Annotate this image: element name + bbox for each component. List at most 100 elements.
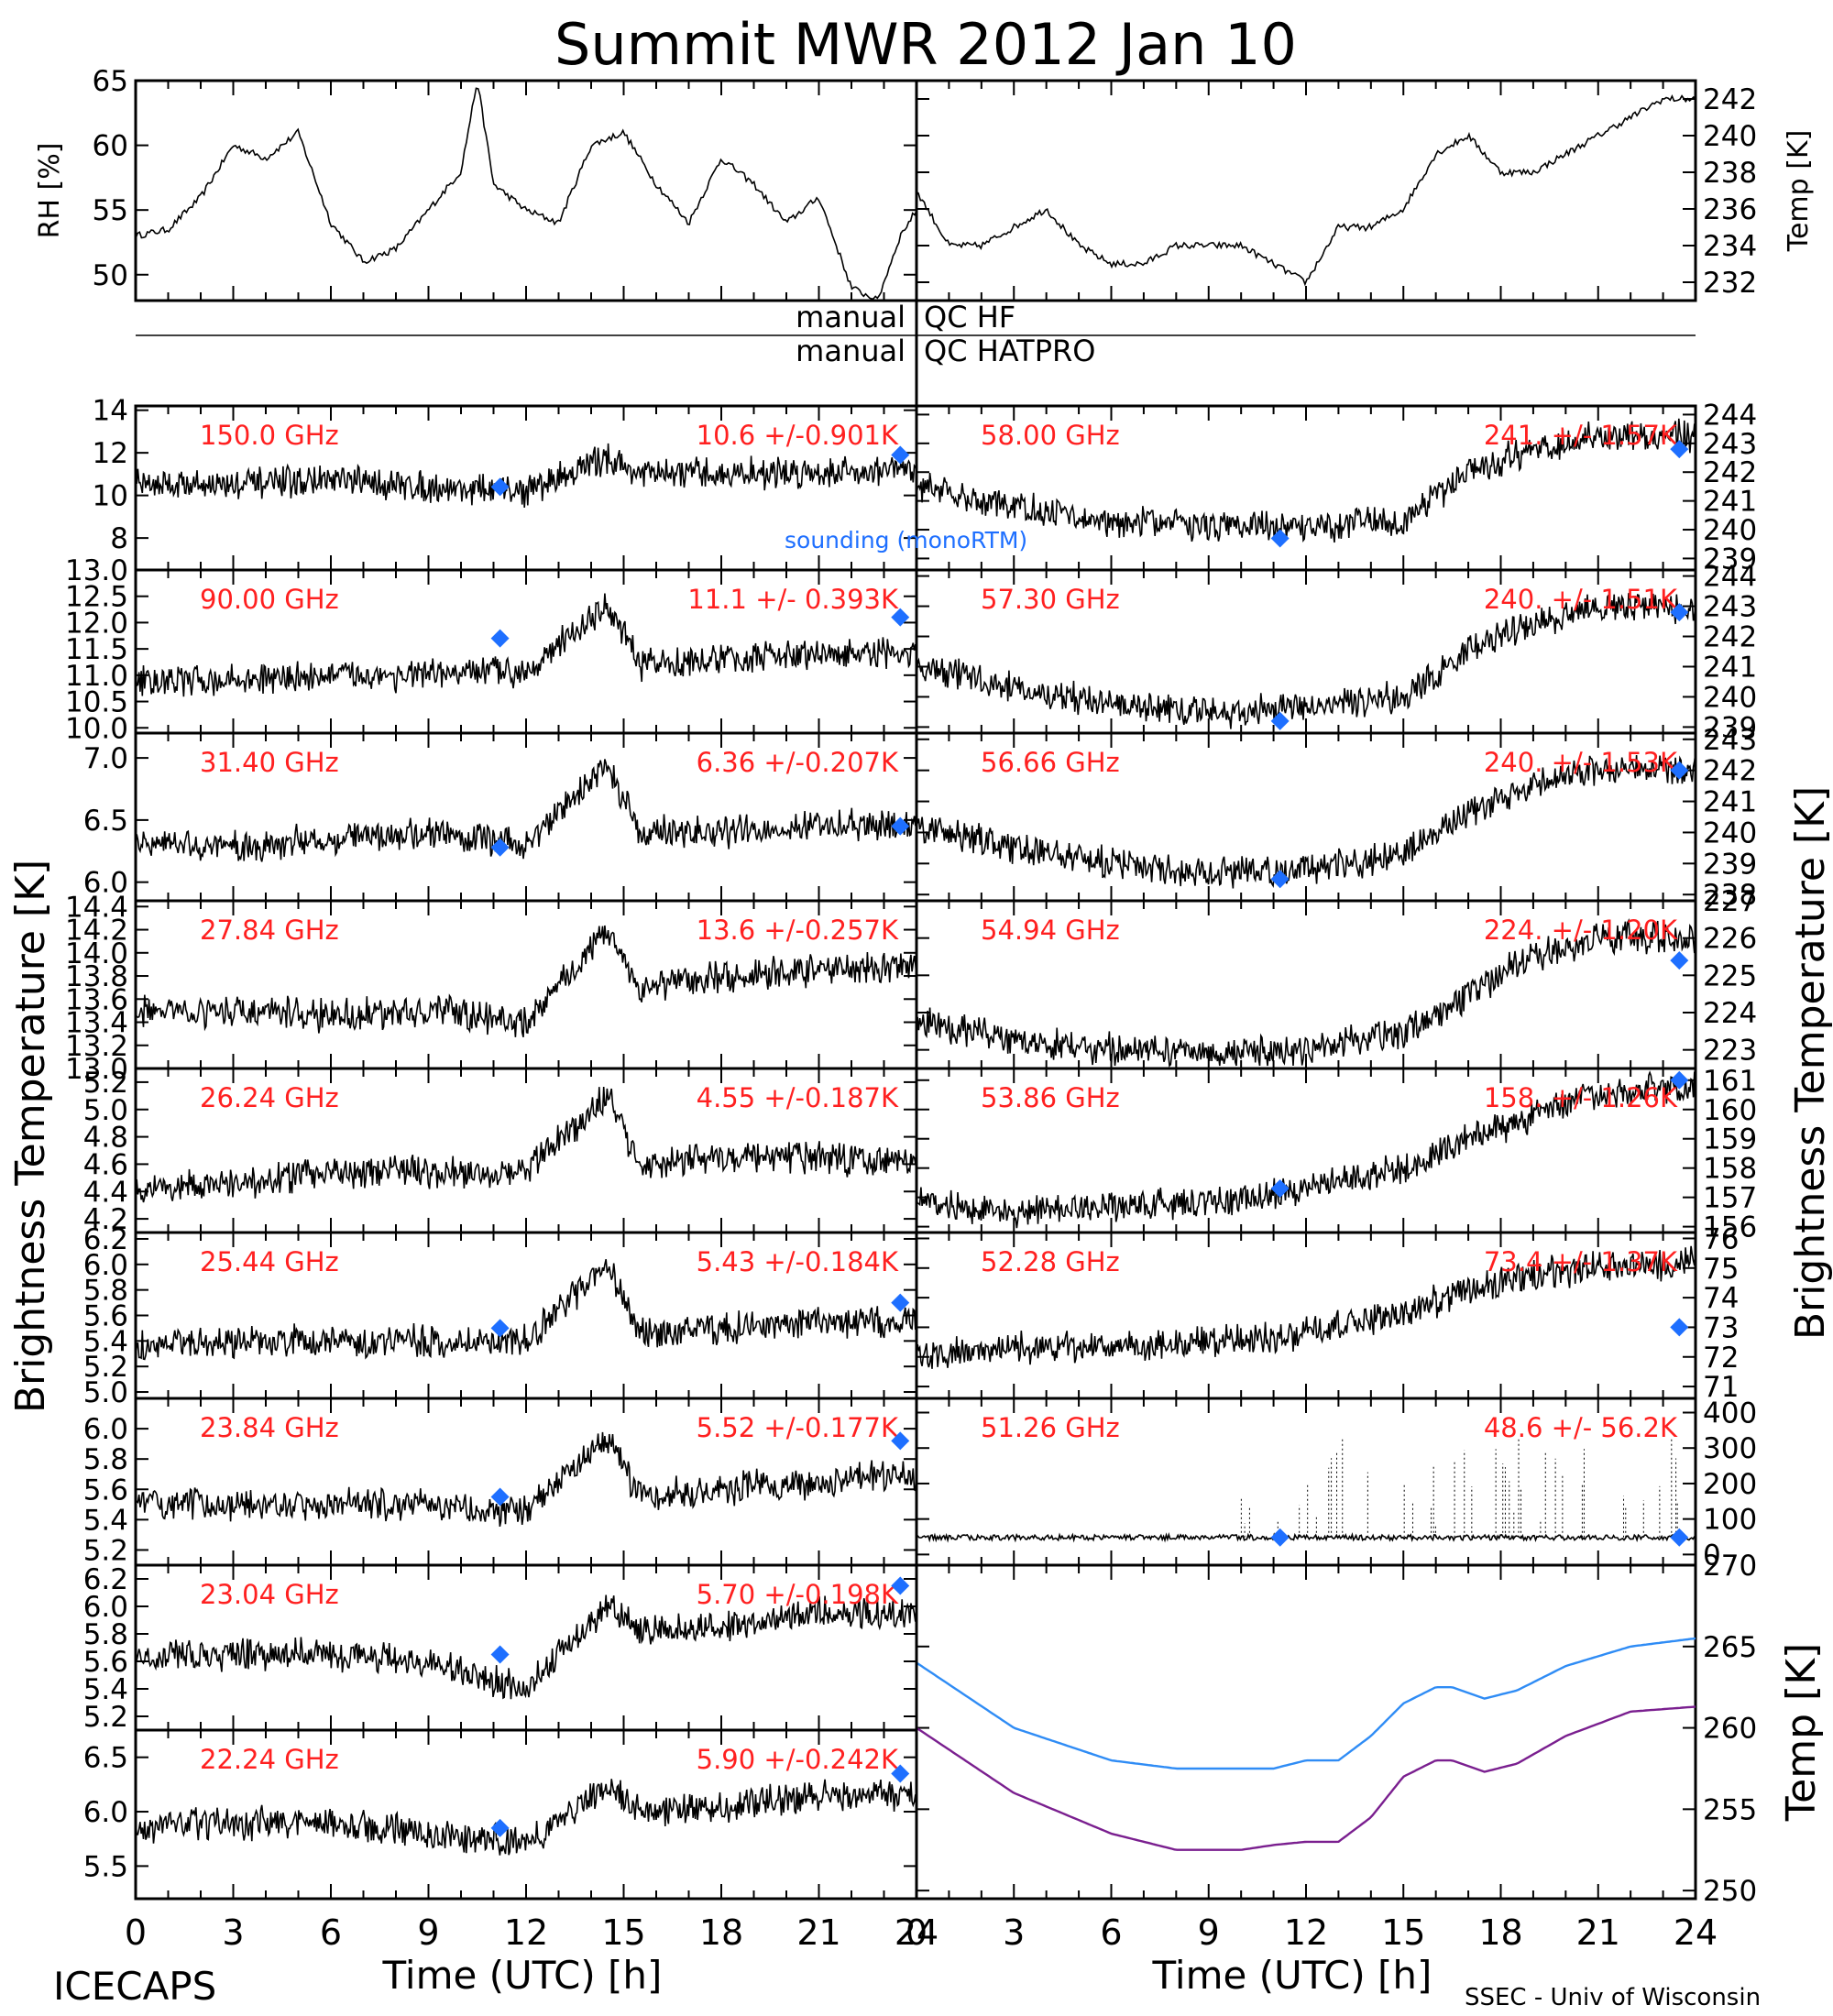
y-tick-label: 243 — [1703, 591, 1757, 624]
data-trace-58.00 — [916, 418, 1696, 543]
blackbody-ylabel: Temp [K] — [1778, 1643, 1825, 1822]
y-tick-label: 242 — [1703, 83, 1757, 116]
y-tick-label: 239 — [1703, 848, 1757, 881]
y-tick-label: 74 — [1703, 1282, 1739, 1315]
y-tick-label: 160 — [1703, 1094, 1757, 1127]
y-tick-label: 6.0 — [83, 1591, 128, 1624]
x-tick-label: 21 — [796, 1912, 840, 1953]
sounding-marker — [891, 816, 910, 836]
sounding-marker — [891, 1293, 910, 1312]
qc-left-label-2: manual — [796, 334, 906, 368]
y-tick-label: 244 — [1703, 399, 1757, 432]
freq-label: 26.24 GHz — [200, 1082, 339, 1113]
y-tick-label: 5.6 — [83, 1646, 128, 1679]
stat-label: 241. +/- 1.57K — [1484, 420, 1678, 451]
y-tick-label: 241 — [1703, 651, 1757, 684]
freq-label: 25.44 GHz — [200, 1246, 339, 1277]
y-axis-label-left: Brightness Temperature [K] — [7, 860, 54, 1413]
sounding-marker — [1670, 1070, 1689, 1090]
x-tick-label: 18 — [1478, 1912, 1522, 1953]
stat-label: 240. +/- 1.53K — [1484, 747, 1678, 778]
y-tick-label: 5.2 — [83, 1534, 128, 1567]
y-tick-label: 6.0 — [83, 1796, 128, 1829]
sounding-marker — [1270, 1528, 1290, 1547]
y-tick-label: 239 — [1703, 542, 1757, 575]
y-tick-label: 14 — [93, 395, 128, 428]
y-tick-label: 10.5 — [65, 686, 128, 719]
sounding-marker — [490, 1818, 510, 1837]
panel-met-temp-frame — [915, 79, 1697, 302]
sounding-marker — [891, 608, 910, 627]
y-tick-label: 5.0 — [83, 1094, 128, 1127]
panel-met-rh-frame — [134, 79, 918, 302]
y-tick-label: 4.4 — [83, 1176, 128, 1209]
y-tick-label: 65 — [93, 65, 128, 98]
panel-23.04: 5.25.45.65.86.06.2 23.04 GHz 5.70 +/-0.198… — [83, 1563, 918, 1734]
data-trace-52.28 — [916, 1245, 1696, 1369]
y-tick-label: 158 — [1703, 1153, 1757, 1186]
y-tick-label: 241 — [1703, 786, 1757, 819]
y-tick-label: 13.6 — [65, 983, 128, 1016]
y-tick-label: 71 — [1703, 1371, 1739, 1404]
y-tick-label: 242 — [1703, 755, 1757, 788]
x-tick-label: 15 — [601, 1912, 645, 1953]
y-axis-label-right: Brightness Temperature [K] — [1787, 786, 1833, 1340]
y-tick-label: 250 — [1703, 1875, 1757, 1908]
freq-label: 150.0 GHz — [200, 420, 339, 451]
y-tick-label: 11.5 — [65, 633, 128, 666]
y-tick-label: 241 — [1703, 486, 1757, 519]
y-tick-label: 226 — [1703, 923, 1757, 956]
y-tick-label: 300 — [1703, 1432, 1757, 1465]
y-tick-label: 5.0 — [83, 1376, 128, 1409]
y-tick-label: 10 — [93, 480, 128, 513]
y-tick-label: 242 — [1703, 456, 1757, 489]
y-tick-label: 13.4 — [65, 1007, 128, 1040]
x-axis-label-right: Time (UTC) [h] — [1152, 1953, 1432, 1998]
stat-label: 224. +/- 1.20K — [1484, 915, 1678, 946]
y-tick-label: 159 — [1703, 1123, 1757, 1156]
y-tick-label: 5.6 — [83, 1474, 128, 1507]
y-tick-label: 234 — [1703, 230, 1757, 263]
y-tick-label: 6.5 — [83, 1742, 128, 1775]
y-tick-label: 5.2 — [83, 1351, 128, 1384]
footer-right: SSEC - Univ of Wisconsin — [1465, 1984, 1761, 2011]
blackbody-line-1 — [916, 1705, 1696, 1851]
stat-label: 11.1 +/- 0.393K — [687, 584, 899, 615]
sounding-marker — [891, 445, 910, 465]
qc-hatpro-label: QC HATPRO — [924, 334, 1095, 368]
panel-90: 10.010.511.011.512.012.513.0 90.00 GHz 11.… — [65, 554, 918, 745]
y-tick-label: 240 — [1703, 514, 1757, 547]
y-tick-label: 12 — [93, 437, 128, 470]
y-tick-label: 7.0 — [83, 742, 128, 775]
freq-label: 56.66 GHz — [981, 747, 1120, 778]
x-tick-label: 3 — [1003, 1912, 1025, 1953]
y-tick-label: 238 — [1703, 879, 1757, 912]
y-tick-label: 4.8 — [83, 1122, 128, 1155]
sounding-marker — [1670, 440, 1689, 459]
x-tick-label: 3 — [222, 1912, 244, 1953]
stat-label: 240. +/- 1.51K — [1484, 584, 1678, 615]
data-trace-57.30 — [916, 593, 1696, 729]
y-tick-label: 12.0 — [65, 607, 128, 640]
y-tick-label: 227 — [1703, 885, 1757, 918]
blackbody-line-0 — [916, 1637, 1696, 1770]
x-tick-label: 12 — [1284, 1912, 1328, 1953]
y-tick-label: 14.2 — [65, 915, 128, 948]
stat-label: 48.6 +/- 56.2K — [1484, 1412, 1678, 1443]
stat-label: 4.55 +/-0.187K — [697, 1082, 899, 1113]
sounding-marker — [490, 838, 510, 857]
y-tick-label: 5.4 — [83, 1325, 128, 1358]
x-tick-label: 21 — [1576, 1912, 1620, 1953]
y-tick-label: 240 — [1703, 681, 1757, 714]
stat-label: 5.90 +/-0.242K — [697, 1744, 899, 1775]
stat-label: 6.36 +/-0.207K — [697, 747, 899, 778]
y-tick-label: 243 — [1703, 724, 1757, 757]
y-tick-label: 238 — [1703, 157, 1757, 190]
